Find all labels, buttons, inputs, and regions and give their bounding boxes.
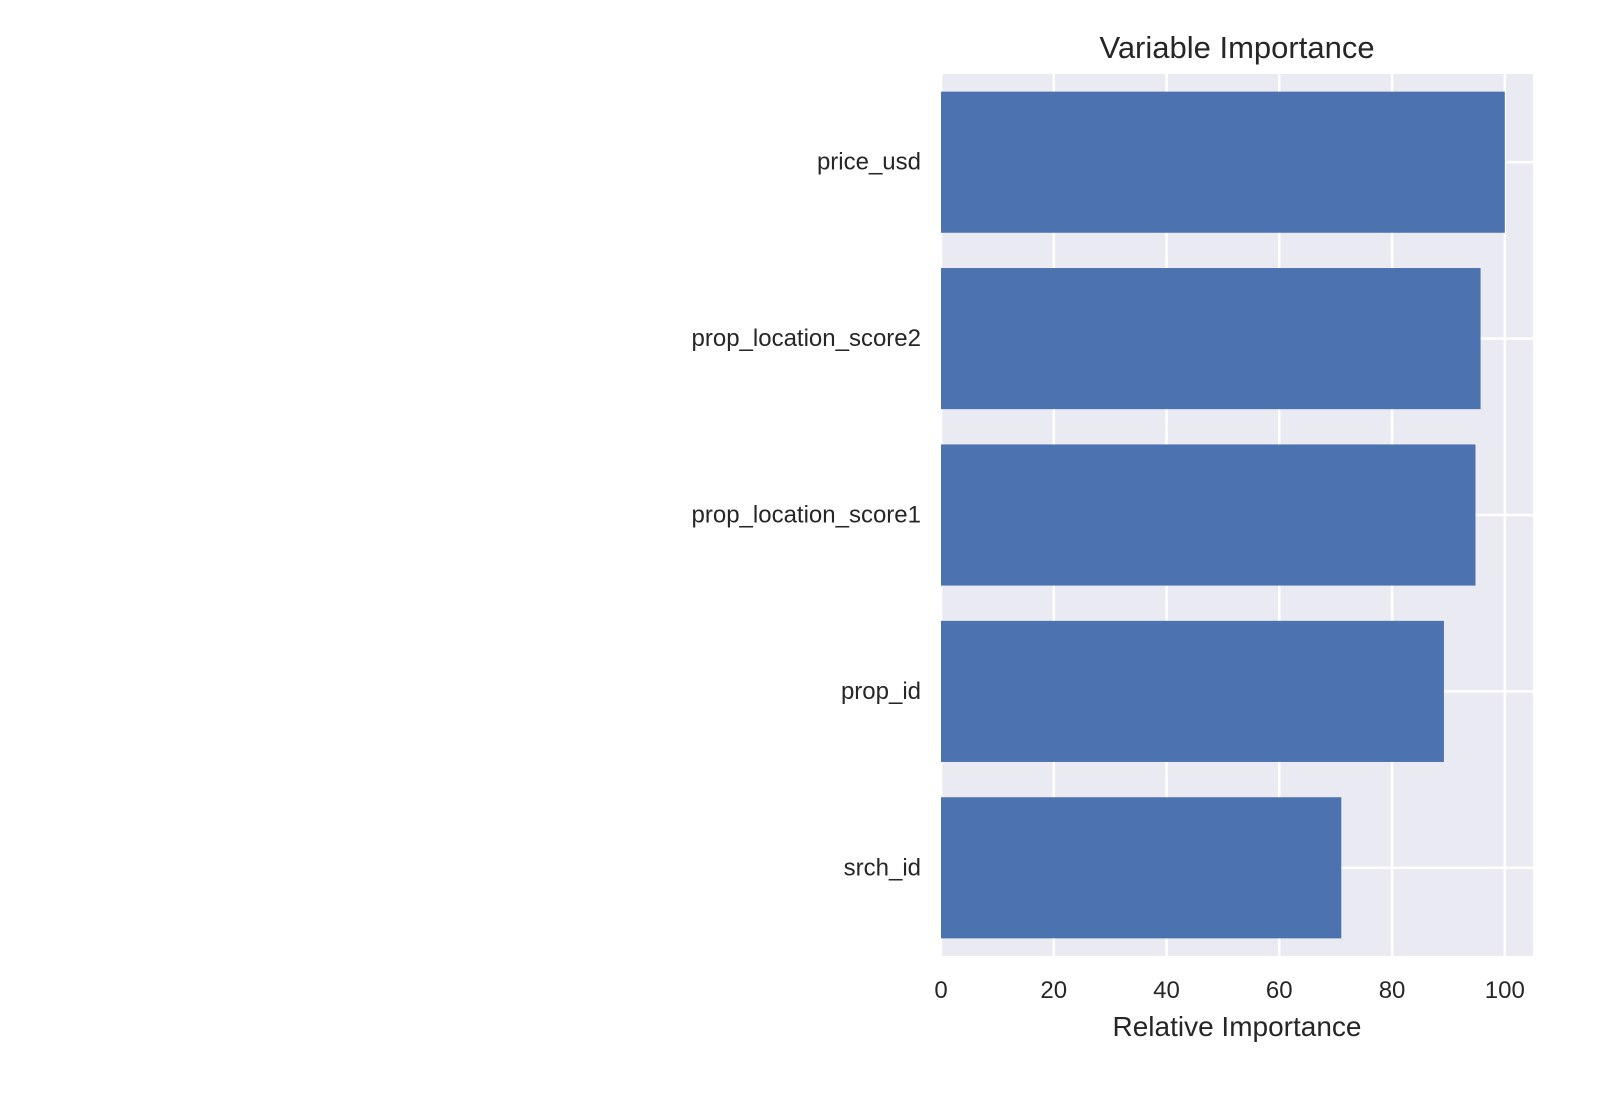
y-tick-label: prop_location_score1: [692, 502, 922, 529]
y-tick-labels: price_usd prop_location_score2 prop_locati…: [692, 149, 922, 882]
bar-prop_location_score2: [941, 268, 1481, 410]
x-tick-label: 100: [1485, 977, 1525, 1004]
bar-prop_id: [941, 620, 1444, 762]
bar-prop_location_score1: [941, 444, 1476, 586]
y-tick-label: prop_location_score2: [692, 325, 922, 352]
bar-price_usd: [941, 91, 1505, 233]
bars: [941, 91, 1505, 939]
y-tick-label: price_usd: [817, 149, 921, 176]
chart-title: Variable Importance: [1099, 30, 1374, 65]
y-tick-label: prop_id: [841, 678, 921, 705]
x-tick-labels: 0 20 40 60 80 100: [934, 977, 1525, 1004]
x-axis-label: Relative Importance: [1112, 1011, 1361, 1042]
x-tick-label: 20: [1040, 977, 1067, 1004]
x-tick-label: 60: [1266, 977, 1293, 1004]
x-tick-label: 40: [1153, 977, 1180, 1004]
y-tick-label: srch_id: [844, 854, 921, 881]
x-tick-label: 80: [1379, 977, 1406, 1004]
bar-srch_id: [941, 797, 1342, 939]
x-tick-label: 0: [934, 977, 947, 1004]
